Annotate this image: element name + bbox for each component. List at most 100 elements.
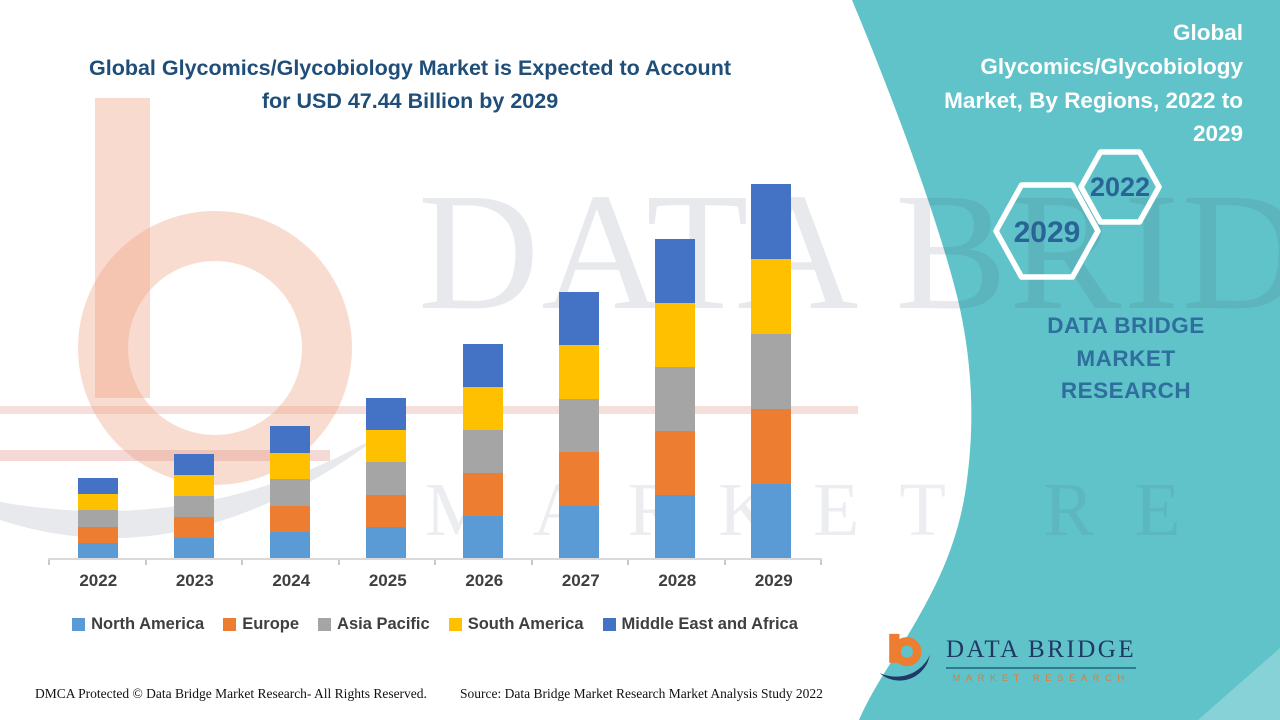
bar-segment-2026-south-america (462, 387, 503, 430)
bar-segment-2024-europe (270, 505, 311, 533)
bar-segment-2026-asia-pacific (462, 430, 503, 473)
bar-segment-2022-south-america (78, 494, 118, 511)
bar-2023 (174, 454, 215, 559)
hexagon-2022 (1078, 149, 1162, 225)
logo-b-bowl (892, 637, 922, 667)
bar-segment-2029-asia-pacific (750, 334, 791, 409)
x-axis-labels: 2022 2023 2024 2025 2026 2027 2028 2029 (50, 571, 822, 591)
bar-segment-2023-europe (174, 517, 215, 538)
x-axis-line (48, 558, 822, 560)
brand-text: DATA BRIDGE MARKET RESEARCH (1000, 310, 1252, 408)
x-axis-ticks (48, 560, 822, 565)
dbmr-logo-name: DATA BRIDGE (946, 636, 1137, 669)
x-label-2023: 2023 (175, 571, 214, 590)
bar-segment-2023-middle-east-and-africa (174, 454, 215, 475)
dbmr-logo-sub: MARKET RESEARCH (952, 673, 1130, 684)
side-panel-heading-line2: Glycomics/Glycobiology (980, 53, 1243, 79)
dbmr-logo: DATA BRIDGE MARKET RESEARCH (878, 631, 1137, 689)
legend-item-asia-pacific: Asia Pacific (318, 615, 430, 634)
hexagon-2029 (993, 182, 1101, 280)
bar-segment-2023-asia-pacific (174, 496, 215, 517)
legend-label: Europe (242, 615, 300, 633)
brand-text-line1: DATA BRIDGE MARKET (1047, 313, 1205, 371)
dbmr-logo-text: DATA BRIDGE MARKET RESEARCH (946, 636, 1137, 684)
x-label-2022: 2022 (79, 571, 118, 590)
bar-segment-2022-asia-pacific (78, 510, 118, 527)
bar-segment-2029-south-america (750, 259, 791, 334)
dbmr-logo-icon (879, 633, 931, 681)
legend-swatch (72, 618, 86, 631)
x-axis-tick (627, 560, 629, 565)
bar-segment-2024-north-america (270, 532, 311, 559)
x-axis-tick (337, 560, 340, 565)
bar-segment-2027-asia-pacific (558, 398, 599, 453)
chart-legend: North America Europe Asia Pacific South Ame… (40, 615, 830, 634)
x-axis-tick (723, 560, 726, 565)
side-panel-heading-line3: Market, By Regions, 2022 to (944, 87, 1243, 113)
bar-segment-2028-south-america (654, 303, 695, 367)
side-panel-heading-line4: 2029 (1192, 121, 1243, 147)
bar-segment-2026-north-america (462, 516, 503, 559)
bar-segment-2025-south-america (366, 430, 407, 463)
x-axis-tick (48, 560, 50, 565)
bar-2025 (366, 398, 407, 559)
bar-2026 (462, 344, 503, 559)
legend-item-europe: Europe (223, 615, 299, 634)
bar-segment-2029-north-america (750, 484, 791, 559)
bar-segment-2027-north-america (558, 505, 599, 559)
legend-item-north-america: North America (72, 615, 204, 634)
side-panel-heading: Global Glycomics/Glycobiology Market, By… (923, 16, 1243, 151)
teal-corner-wedge (1198, 648, 1280, 720)
page-title-line2: for USD 47.44 Billion by 2029 (261, 89, 559, 114)
legend-swatch (448, 618, 462, 631)
bar-segment-2028-asia-pacific (654, 367, 695, 431)
stacked-bar-plot (50, 184, 822, 559)
legend-swatch (318, 618, 332, 631)
x-axis-tick (530, 560, 533, 565)
bar-2024 (270, 426, 311, 559)
bar-segment-2022-north-america (78, 542, 118, 559)
x-label-2028: 2028 (658, 571, 697, 590)
bar-2029 (750, 184, 791, 559)
bar-segment-2024-south-america (270, 452, 311, 480)
bar-segment-2025-north-america (366, 526, 407, 559)
legend-label: South America (467, 615, 584, 633)
x-label-2026: 2026 (465, 571, 504, 590)
page-title: Global Glycomics/Glycobiology Market is … (55, 52, 765, 119)
legend-swatch (602, 618, 616, 631)
x-axis-tick (144, 560, 147, 565)
page-title-line1: Global Glycomics/Glycobiology Market is … (89, 56, 731, 80)
bar-segment-2023-north-america (174, 538, 215, 559)
logo-swoosh (879, 654, 931, 681)
x-label-2024: 2024 (272, 571, 311, 590)
bar-segment-2024-middle-east-and-africa (270, 426, 311, 453)
legend-item-south-america: South America (448, 615, 584, 634)
x-label-2029: 2029 (754, 571, 793, 590)
bar-2027 (558, 292, 599, 559)
bar-segment-2026-europe (462, 473, 503, 516)
teal-panel-shape (852, 0, 1280, 720)
bar-segment-2029-europe (750, 409, 791, 484)
bar-segment-2022-middle-east-and-africa (78, 478, 118, 495)
hexagon-2029-label: 2029 (1014, 216, 1081, 249)
bar-segment-2028-north-america (654, 495, 695, 559)
bar-segment-2027-europe (558, 452, 599, 506)
bar-segment-2023-south-america (174, 475, 215, 496)
bar-segment-2024-asia-pacific (270, 479, 311, 506)
legend-item-middle-east-and-africa: Middle East and Africa (602, 615, 798, 634)
legend-label: North America (91, 615, 205, 633)
bar-2022 (78, 478, 118, 559)
bar-segment-2026-middle-east-and-africa (462, 344, 503, 387)
legend-label: Middle East and Africa (621, 615, 798, 633)
legend-label: Asia Pacific (337, 615, 430, 633)
side-panel-heading-line1: Global (1172, 20, 1243, 45)
bar-segment-2028-europe (654, 431, 695, 495)
bar-segment-2027-south-america (558, 345, 599, 399)
x-axis-tick (434, 560, 436, 565)
bar-segment-2025-europe (366, 494, 407, 527)
x-axis-tick (820, 560, 822, 565)
